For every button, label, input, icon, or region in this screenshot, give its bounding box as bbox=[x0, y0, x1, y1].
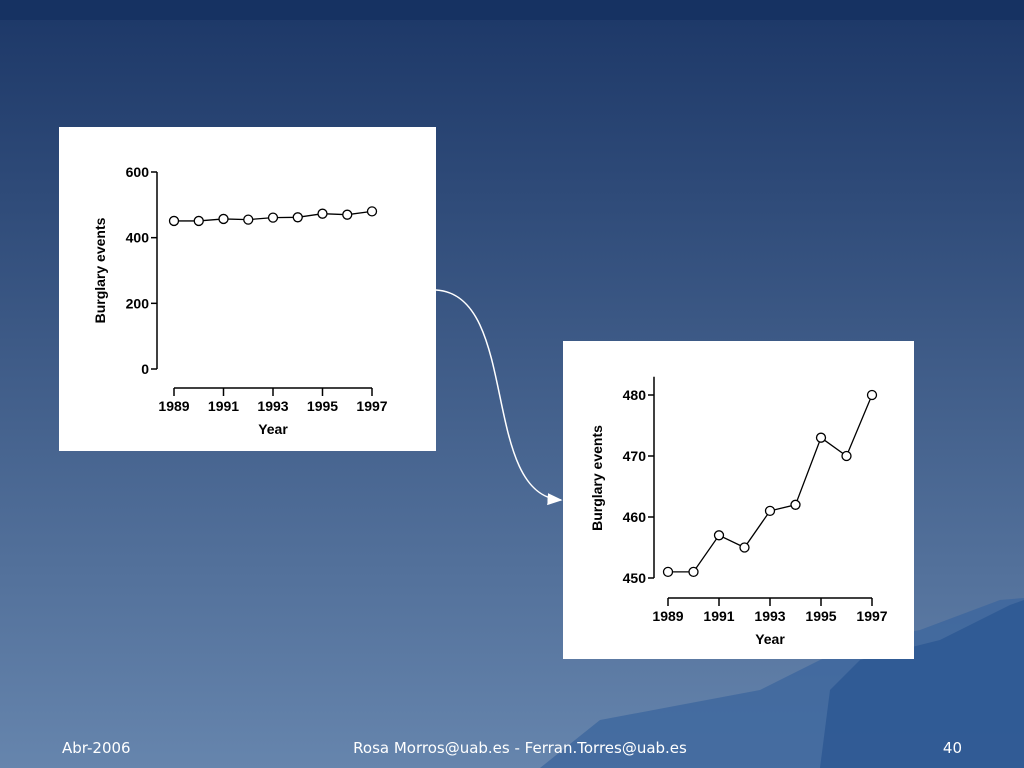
mountains-front bbox=[820, 600, 1024, 768]
data-point bbox=[243, 214, 254, 225]
x-tick-label: 1997 bbox=[356, 398, 387, 414]
y-tick-label: 480 bbox=[623, 387, 647, 403]
y-tick-label: 400 bbox=[126, 230, 150, 246]
data-point bbox=[688, 566, 699, 578]
x-tick-label: 1991 bbox=[703, 608, 734, 624]
x-tick-label: 1993 bbox=[257, 398, 288, 414]
x-tick-label: 1991 bbox=[208, 398, 239, 414]
x-tick-label: 1995 bbox=[805, 608, 836, 624]
data-point bbox=[815, 432, 827, 443]
data-point bbox=[662, 566, 674, 578]
x-tick-label: 1989 bbox=[158, 398, 189, 414]
y-tick-label: 200 bbox=[126, 295, 150, 311]
y-tick-label: 460 bbox=[623, 509, 647, 525]
data-point bbox=[866, 389, 878, 401]
chart-panel bbox=[563, 341, 914, 659]
data-point bbox=[218, 213, 229, 225]
data-point bbox=[713, 530, 725, 541]
y-axis-label: Burglary events bbox=[92, 217, 108, 323]
arrow bbox=[435, 289, 563, 506]
x-tick-label: 1997 bbox=[856, 608, 887, 624]
chart-panel bbox=[59, 127, 436, 451]
x-tick-label: 1995 bbox=[307, 398, 338, 414]
footer-authors: Rosa Morros@uab.es - Ferran.Torres@uab.e… bbox=[353, 739, 687, 757]
y-axis-label: Burglary events bbox=[589, 425, 605, 531]
x-axis-label: Year bbox=[755, 631, 785, 647]
data-point bbox=[764, 505, 776, 517]
data-point bbox=[790, 499, 801, 510]
chart: 0 200 400 600 1989 1991 1993 1995 1997 Year Burgla… bbox=[92, 164, 388, 437]
data-point bbox=[366, 206, 378, 217]
data-point bbox=[841, 450, 852, 462]
y-tick-label: 470 bbox=[623, 448, 647, 464]
data-point bbox=[267, 212, 279, 223]
x-tick-label: 1989 bbox=[652, 608, 683, 624]
data-point bbox=[168, 215, 180, 227]
data-point bbox=[317, 208, 328, 219]
page-number: 40 bbox=[943, 739, 962, 757]
chart: 450 460 470 480 1989 1991 1993 1995 1997 Year Burg… bbox=[589, 376, 888, 647]
data-point bbox=[739, 542, 750, 553]
top-band bbox=[0, 0, 1024, 20]
y-tick-label: 0 bbox=[141, 361, 149, 377]
data-point bbox=[292, 212, 303, 223]
data-point bbox=[193, 215, 204, 227]
y-tick-label: 600 bbox=[126, 164, 150, 180]
y-tick-label: 450 bbox=[623, 570, 647, 586]
data-point bbox=[342, 209, 353, 220]
x-tick-label: 1993 bbox=[754, 608, 785, 624]
footer-date: Abr-2006 bbox=[62, 739, 131, 757]
x-axis-label: Year bbox=[258, 421, 288, 437]
